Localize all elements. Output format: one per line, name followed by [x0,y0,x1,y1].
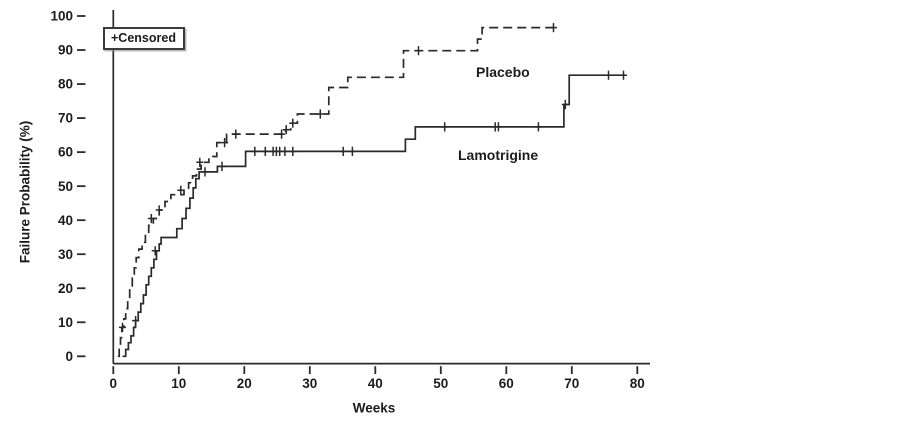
y-tick-label: 70 [58,111,73,126]
x-tick-label: 70 [564,376,579,391]
x-tick-label: 20 [237,376,252,391]
lamotrigine-curve [122,74,626,358]
y-tick-label: 80 [58,77,73,92]
censored-legend-label: +Censored [111,31,176,45]
x-tick-label: 40 [368,376,383,391]
x-tick-label: 50 [433,376,448,391]
lamotrigine-curve-label: Lamotrigine [458,147,539,163]
x-tick-label: 0 [110,376,118,391]
x-tick-label: 10 [171,376,186,391]
censored-legend-box: +Censored [103,27,185,50]
x-tick-label: 30 [302,376,317,391]
x-axis-title: Weeks [352,400,396,416]
placebo-curve [117,26,555,358]
y-tick-label: 40 [58,213,73,228]
y-tick-label: 60 [58,145,73,160]
y-tick-label: 0 [65,349,73,364]
x-tick-label: 80 [630,376,645,391]
placebo-curve-label: Placebo [476,64,530,80]
y-axis-title: Failure Probability (%) [17,120,33,264]
x-tick-label: 60 [499,376,514,391]
y-tick-label: 100 [50,9,73,24]
placebo-censor-marks [119,23,557,332]
y-tick-label: 10 [58,315,73,330]
y-tick-label: 90 [58,43,73,58]
y-tick-label: 30 [58,247,73,262]
y-tick-label: 50 [58,179,73,194]
lamotrigine-censor-marks [132,70,627,326]
y-tick-label: 20 [58,281,73,296]
